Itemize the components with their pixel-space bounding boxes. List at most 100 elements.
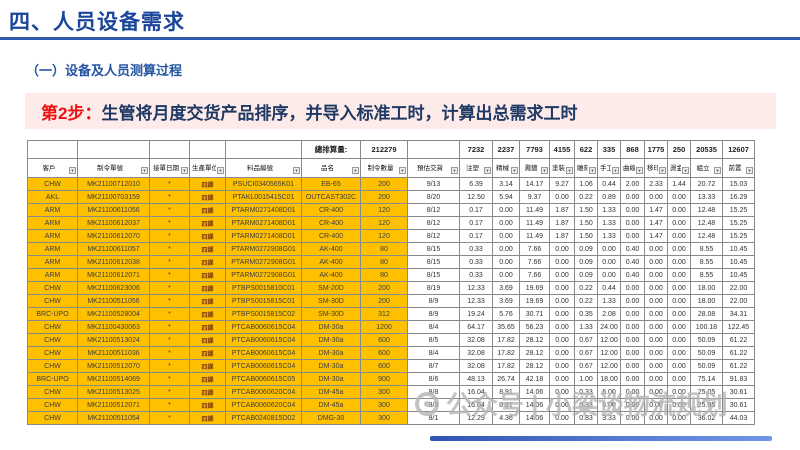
cell: 2.33 (644, 177, 668, 191)
table-row: BRC-UPO MK21100514069 * 四課 PTCAB0060615C05 DM… (27, 372, 755, 386)
filter-dropdown-icon[interactable]: ▼ (293, 167, 300, 174)
cell: CHW (27, 177, 78, 191)
cell: 1.87 (549, 229, 575, 243)
cell: 44.03 (722, 411, 755, 425)
column-header: ▼ 注塑 (459, 158, 493, 178)
filter-dropdown-icon[interactable]: ▼ (451, 167, 458, 174)
filter-dropdown-icon[interactable]: ▼ (566, 167, 573, 174)
column-header: ▼ 生產單位 (189, 158, 226, 178)
cell: 14.06 (519, 385, 550, 399)
cell: 四課 (189, 268, 226, 282)
cell: 0.33 (574, 385, 598, 399)
cell: 8/15 (407, 268, 460, 282)
cell: 5.94 (492, 190, 520, 204)
cell: 四課 (189, 281, 226, 295)
cell: PTCAB0060620C04 (225, 398, 302, 412)
cell: DMG-30 (301, 411, 361, 425)
cell: 8.55 (690, 255, 723, 269)
filter-dropdown-icon[interactable]: ▼ (511, 167, 518, 174)
filter-dropdown-icon[interactable]: ▼ (541, 167, 548, 174)
filter-dropdown-icon[interactable]: ▼ (69, 167, 76, 174)
cell: 300 (360, 398, 408, 412)
cell: 3.69 (492, 281, 520, 295)
cell: 0.33 (574, 398, 598, 412)
filter-dropdown-icon[interactable]: ▼ (714, 167, 721, 174)
totals-cell: 868 (620, 140, 645, 159)
filter-dropdown-icon[interactable]: ▼ (217, 167, 224, 174)
cell: MK21100511056 (77, 294, 150, 308)
cell: 12.50 (459, 190, 493, 204)
cell: 1.33 (597, 294, 621, 308)
cell: 1.50 (574, 229, 598, 243)
cell: 0.00 (549, 346, 575, 360)
cell: 80 (360, 268, 408, 282)
cell: 8/4 (407, 320, 460, 334)
cell: 0.17 (459, 216, 493, 230)
cell: MK21100703159 (77, 190, 150, 204)
cell: 0.00 (549, 255, 575, 269)
cell: 8/8 (407, 385, 460, 399)
cell: 0.00 (620, 385, 645, 399)
cell: * (149, 333, 190, 347)
cell: 8/8 (407, 398, 460, 412)
cell: 0.00 (667, 411, 691, 425)
cell: 0.67 (574, 359, 598, 373)
filter-dropdown-icon[interactable]: ▼ (484, 167, 491, 174)
cell: DM-30a (301, 320, 361, 334)
filter-dropdown-icon[interactable]: ▼ (746, 167, 753, 174)
cell: AKL (27, 190, 78, 204)
cell: 30.61 (722, 398, 755, 412)
cell: 48.13 (459, 372, 493, 386)
cell: 8/4 (407, 346, 460, 360)
table-row: CHW MK21100511056 * 四課 PTBPS0015815C01 SM-30D… (27, 294, 755, 308)
cell: 9.37 (519, 190, 550, 204)
step-text: 生管将月度交货产品排序，并导入标准工时，计算出总需求工时 (101, 103, 578, 123)
column-header: ▼燙金 (667, 158, 691, 178)
cell: 1.33 (574, 320, 598, 334)
cell: 0.00 (667, 398, 691, 412)
cell: 7.66 (519, 255, 550, 269)
cell: 12.48 (690, 203, 723, 217)
cell: 30.71 (519, 307, 550, 321)
cell: 0.89 (597, 190, 621, 204)
cell: CR-400 (301, 229, 361, 243)
filter-dropdown-icon[interactable]: ▼ (141, 167, 148, 174)
cell: 75.14 (690, 372, 723, 386)
cell: 0.00 (644, 294, 668, 308)
cell: 0.17 (459, 203, 493, 217)
filter-dropdown-icon[interactable]: ▼ (612, 167, 619, 174)
filter-dropdown-icon[interactable]: ▼ (659, 167, 666, 174)
cell: * (149, 177, 190, 191)
table-wrap: 總排算量: 212279 7232 2237 7793 4155 622 335 868 1775… (27, 140, 755, 425)
volume-value: 212279 (360, 140, 408, 159)
filter-dropdown-icon[interactable]: ▼ (181, 167, 188, 174)
column-header: ▼ 預估交貨 (407, 158, 460, 178)
filter-dropdown-icon[interactable]: ▼ (589, 167, 596, 174)
filter-dropdown-icon[interactable]: ▼ (399, 167, 406, 174)
cell: PTBPS0015815C02 (225, 307, 302, 321)
cell: MK21100514069 (77, 372, 150, 386)
filter-dropdown-icon[interactable]: ▼ (636, 167, 643, 174)
cell: 四課 (189, 294, 226, 308)
cell: 0.00 (492, 229, 520, 243)
cell: 0.00 (667, 242, 691, 256)
cell: 5.76 (492, 307, 520, 321)
table-row: CHW MK21100512071 * 四課 PTCAB0060620C04 DM-45a… (27, 398, 755, 412)
cell: 61.22 (722, 346, 755, 360)
cell: MK21100512071 (77, 398, 150, 412)
cell: 32.08 (459, 333, 493, 347)
column-header: ▼ 濺鍍 (519, 158, 550, 178)
cell: 0.00 (644, 320, 668, 334)
cell: 0.00 (667, 372, 691, 386)
filter-dropdown-icon[interactable]: ▼ (352, 167, 359, 174)
cell: 0.22 (574, 294, 598, 308)
cell: SM-30D (301, 294, 361, 308)
cell: 12.00 (597, 333, 621, 347)
cell: CHW (27, 333, 78, 347)
filter-dropdown-icon[interactable]: ▼ (682, 167, 689, 174)
horizontal-scrollbar[interactable] (430, 436, 772, 441)
cell: 50.09 (690, 359, 723, 373)
cell: 四課 (189, 242, 226, 256)
cell: PTCAB0060615C04 (225, 346, 302, 360)
table-row: CHW MK21100511054 * 四課 PTCAB0240815D02 DMG-30… (27, 411, 755, 425)
